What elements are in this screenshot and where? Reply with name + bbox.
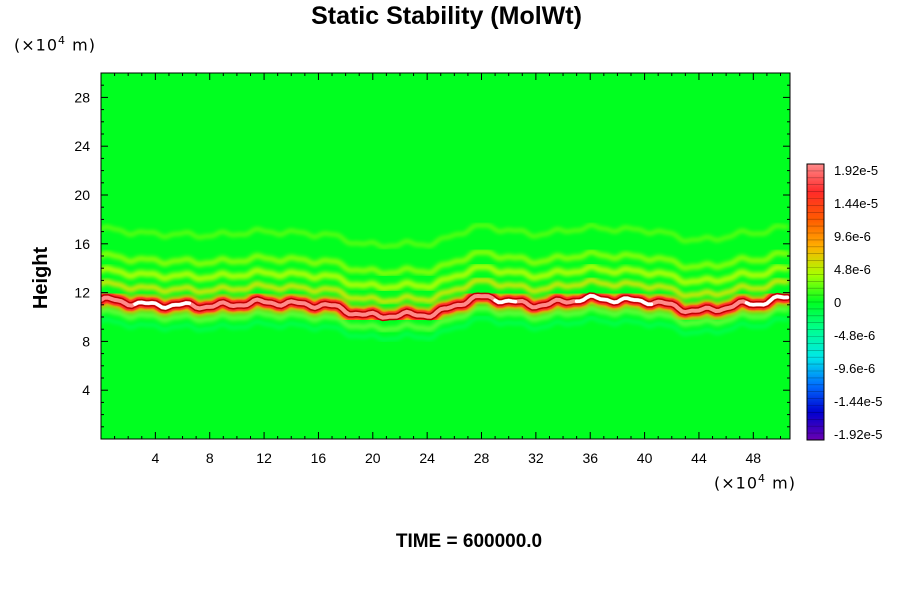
y-tick-label: 28 xyxy=(74,89,90,105)
y-tick-label: 12 xyxy=(74,285,90,301)
plot-area xyxy=(101,73,790,439)
colorbar-label: 0 xyxy=(834,295,841,310)
x-tick-label: 12 xyxy=(256,450,272,466)
stability-contour xyxy=(101,305,790,333)
x-tick-label: 44 xyxy=(691,450,707,466)
x-tick-label: 24 xyxy=(419,450,435,466)
y-axis-label: Height xyxy=(30,246,52,310)
stability-core xyxy=(744,294,790,307)
x-tick-label: 32 xyxy=(528,450,544,466)
colorbar-label: 1.92e-5 xyxy=(834,163,878,178)
stability-contour xyxy=(101,249,790,277)
colorbar-label: -1.92e-5 xyxy=(834,427,882,442)
colorbar-label: -1.44e-5 xyxy=(834,394,882,409)
stability-contour xyxy=(101,277,790,305)
chart-title: Static Stability (MolWt) xyxy=(311,2,582,30)
colorbar-label: 1.44e-5 xyxy=(834,196,878,211)
y-tick-label: 20 xyxy=(74,187,90,203)
x-tick-label: 8 xyxy=(206,450,214,466)
stability-field xyxy=(101,223,790,342)
y-axis: 4 8 12 16 20 24 28 xyxy=(74,84,790,428)
stability-contour xyxy=(101,316,789,342)
stability-core xyxy=(574,294,654,307)
y-tick-label: 4 xyxy=(82,382,90,398)
x-tick-label: 16 xyxy=(311,450,327,466)
colorbar-label: -9.6e-6 xyxy=(834,361,875,376)
y-tick-label: 24 xyxy=(74,138,90,154)
stability-contour xyxy=(101,293,790,320)
colorbar-ramp xyxy=(806,163,825,441)
x-tick-label: 28 xyxy=(474,450,490,466)
x-tick-label: 20 xyxy=(365,450,381,466)
stability-core xyxy=(493,298,518,305)
x-tick-label: 48 xyxy=(746,450,762,466)
stability-contour xyxy=(101,263,790,292)
x-tick-label: 40 xyxy=(637,450,653,466)
colorbar-label: 4.8e-6 xyxy=(834,262,871,277)
x-unit-label: (×104 m) xyxy=(714,472,796,493)
y-unit-label: (×104 m) xyxy=(14,34,96,55)
colorbar-label: -4.8e-6 xyxy=(834,328,875,343)
x-tick-label: 4 xyxy=(151,450,159,466)
colorbar: 1.92e-5 1.44e-5 9.6e-6 4.8e-6 0 -4.8e-6 -9.6e-… xyxy=(806,163,882,442)
stability-contour xyxy=(101,223,789,249)
y-tick-label: 16 xyxy=(74,236,90,252)
y-tick-label: 8 xyxy=(82,333,90,349)
x-axis: 4 8 12 16 20 24 28 32 36 40 44 48 xyxy=(114,73,781,466)
colorbar-label: 9.6e-6 xyxy=(834,229,871,244)
stability-core xyxy=(133,300,192,310)
x-tick-label: 36 xyxy=(582,450,598,466)
time-footer: TIME = 600000.0 xyxy=(395,531,543,552)
